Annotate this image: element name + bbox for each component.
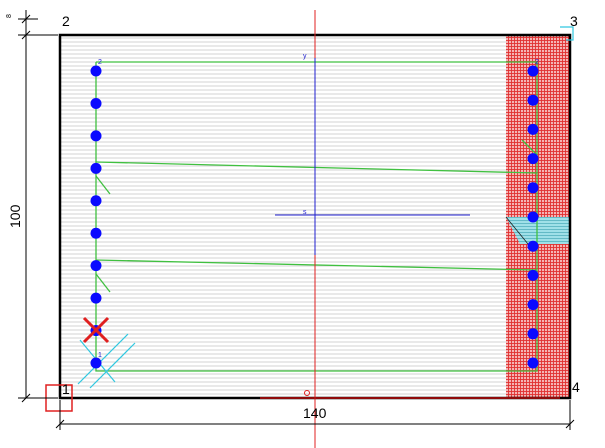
right-rebar-1[interactable] — [527, 65, 539, 77]
right-rebar-7[interactable] — [527, 240, 539, 252]
axis-center-label: s — [303, 209, 307, 216]
left-rebar-10[interactable] — [90, 357, 102, 369]
cyan-zone-edge — [505, 216, 529, 245]
stirrup-hook-3 — [521, 139, 538, 156]
rebar-left-low-label: 1 — [98, 352, 102, 359]
height-dimension — [18, 10, 58, 403]
rebar-left-top-label: 2 — [98, 59, 102, 66]
stirrup-inner-2 — [95, 259, 538, 271]
axis-vertical-label: y — [303, 53, 307, 60]
selection-cross-icon[interactable] — [82, 316, 110, 344]
left-rebar-8[interactable] — [90, 292, 102, 304]
left-rebar-7[interactable] — [90, 260, 102, 272]
height-dimension-label: 100 — [7, 204, 23, 228]
right-rebar-6[interactable] — [527, 211, 539, 223]
left-rebar-5[interactable] — [90, 195, 102, 207]
top-offset-label: 8 — [6, 14, 13, 18]
left-rebar-4[interactable] — [90, 162, 102, 174]
corner-4-label: 4 — [572, 379, 580, 395]
corner-2-label: 2 — [62, 13, 70, 29]
right-rebar-9[interactable] — [527, 299, 539, 311]
left-rebar-3[interactable] — [90, 130, 102, 142]
width-dimension-label: 140 — [303, 405, 327, 421]
right-rebar-10[interactable] — [527, 328, 539, 340]
right-rebar-2[interactable] — [527, 94, 539, 106]
origin-marker — [304, 390, 310, 396]
right-rebar-3[interactable] — [527, 123, 539, 135]
right-rebar-8[interactable] — [527, 269, 539, 281]
width-dimension — [55, 400, 575, 430]
corner-3-label: 3 — [570, 13, 578, 29]
stirrup-inner-1 — [95, 161, 538, 174]
stirrup-hook-2 — [95, 273, 111, 293]
right-rebar-11[interactable] — [527, 357, 539, 369]
left-rebar-6[interactable] — [90, 227, 102, 239]
corner-1-label: 1 — [62, 381, 70, 397]
left-rebar-1[interactable] — [90, 65, 102, 77]
corner-3-marker[interactable] — [560, 26, 574, 41]
stirrup-hook-1 — [95, 175, 111, 195]
right-rebar-5[interactable] — [527, 182, 539, 194]
rebar-right-top-label: 2 — [535, 59, 539, 66]
left-rebar-2[interactable] — [90, 97, 102, 109]
right-rebar-4[interactable] — [527, 153, 539, 165]
